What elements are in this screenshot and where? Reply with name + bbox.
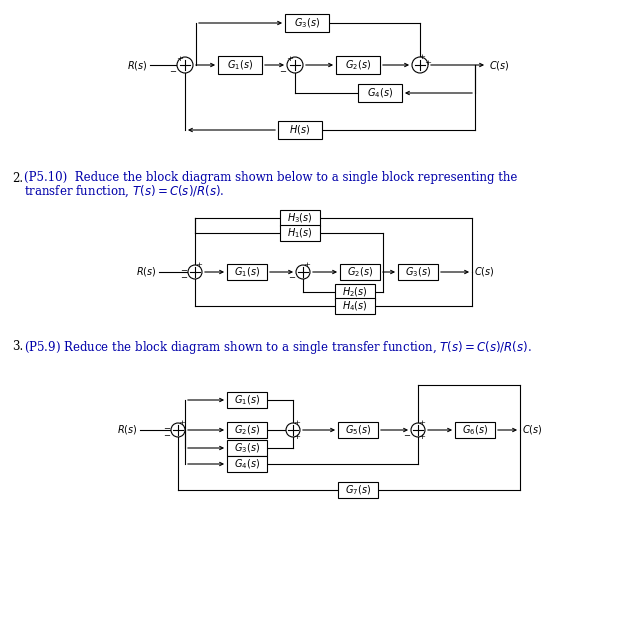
Text: $C(s)$: $C(s)$: [489, 58, 510, 72]
Bar: [358, 84, 402, 102]
Text: transfer function, $T(s) = C(s)/R(s)$.: transfer function, $T(s) = C(s)/R(s)$.: [24, 183, 224, 199]
Text: $-$: $-$: [180, 265, 188, 273]
Text: $G_1(s)$: $G_1(s)$: [234, 393, 260, 407]
Circle shape: [286, 423, 300, 437]
Bar: [227, 440, 267, 456]
Text: $C(s)$: $C(s)$: [522, 424, 543, 436]
Text: $G_3(s)$: $G_3(s)$: [234, 441, 260, 455]
Text: $G_5(s)$: $G_5(s)$: [345, 423, 371, 436]
Bar: [340, 264, 380, 280]
Text: $-$: $-$: [163, 430, 171, 438]
Text: $G_2(s)$: $G_2(s)$: [345, 58, 371, 72]
Text: +: +: [419, 53, 426, 61]
Text: $H_4(s)$: $H_4(s)$: [342, 299, 368, 313]
Text: $G_4(s)$: $G_4(s)$: [367, 86, 393, 100]
Text: $G_2(s)$: $G_2(s)$: [347, 265, 373, 279]
Bar: [280, 210, 320, 226]
Bar: [335, 284, 375, 300]
Text: +: +: [196, 261, 203, 269]
Circle shape: [296, 265, 310, 279]
Text: $G_3(s)$: $G_3(s)$: [294, 16, 320, 30]
Text: $G_3(s)$: $G_3(s)$: [405, 265, 431, 279]
Circle shape: [171, 423, 185, 437]
Text: $-$: $-$: [163, 423, 171, 431]
Text: +: +: [424, 59, 431, 67]
Text: $R(s)$: $R(s)$: [118, 424, 138, 436]
Text: 2.: 2.: [12, 172, 23, 184]
Bar: [278, 121, 322, 139]
Text: (P5.9) Reduce the block diagram shown to a single transfer function, $T(s) = C(s: (P5.9) Reduce the block diagram shown to…: [24, 339, 532, 355]
Text: +: +: [304, 261, 311, 269]
Text: +: +: [178, 419, 185, 427]
Bar: [338, 482, 378, 498]
Text: $R(s)$: $R(s)$: [136, 266, 157, 278]
Circle shape: [177, 57, 193, 73]
Text: +: +: [293, 433, 300, 441]
Text: $H_2(s)$: $H_2(s)$: [342, 285, 368, 299]
Text: $G_4(s)$: $G_4(s)$: [234, 457, 260, 471]
Text: +: +: [419, 419, 426, 427]
Bar: [455, 422, 495, 438]
Bar: [398, 264, 438, 280]
Bar: [227, 264, 267, 280]
Text: $H(s)$: $H(s)$: [289, 124, 311, 136]
Text: $G_1(s)$: $G_1(s)$: [234, 265, 260, 279]
Bar: [218, 56, 262, 74]
Text: $-$: $-$: [180, 272, 188, 280]
Text: $H_3(s)$: $H_3(s)$: [287, 211, 313, 225]
Bar: [338, 422, 378, 438]
Text: $C(s)$: $C(s)$: [474, 266, 495, 278]
Circle shape: [412, 57, 428, 73]
Text: +: +: [176, 55, 183, 63]
Text: $G_2(s)$: $G_2(s)$: [234, 423, 260, 436]
Text: $-$: $-$: [279, 66, 287, 74]
Text: +: +: [293, 419, 300, 427]
Text: 3.: 3.: [12, 340, 23, 353]
Text: $-$: $-$: [403, 430, 411, 438]
Text: $R(s)$: $R(s)$: [127, 58, 148, 72]
Bar: [280, 225, 320, 241]
Text: $-$: $-$: [288, 272, 296, 280]
Text: +: +: [419, 433, 426, 441]
Bar: [285, 14, 329, 32]
Text: $H_1(s)$: $H_1(s)$: [287, 226, 313, 240]
Text: $-$: $-$: [169, 66, 177, 74]
Bar: [227, 422, 267, 438]
Bar: [336, 56, 380, 74]
Text: $G_7(s)$: $G_7(s)$: [345, 483, 371, 497]
Circle shape: [188, 265, 202, 279]
Bar: [227, 392, 267, 408]
Text: (P5.10)  Reduce the block diagram shown below to a single block representing the: (P5.10) Reduce the block diagram shown b…: [24, 172, 518, 184]
Text: +: +: [286, 55, 293, 63]
Bar: [227, 456, 267, 472]
Circle shape: [287, 57, 303, 73]
Bar: [335, 298, 375, 314]
Text: $G_6(s)$: $G_6(s)$: [462, 423, 488, 436]
Text: $G_1(s)$: $G_1(s)$: [227, 58, 253, 72]
Circle shape: [411, 423, 425, 437]
